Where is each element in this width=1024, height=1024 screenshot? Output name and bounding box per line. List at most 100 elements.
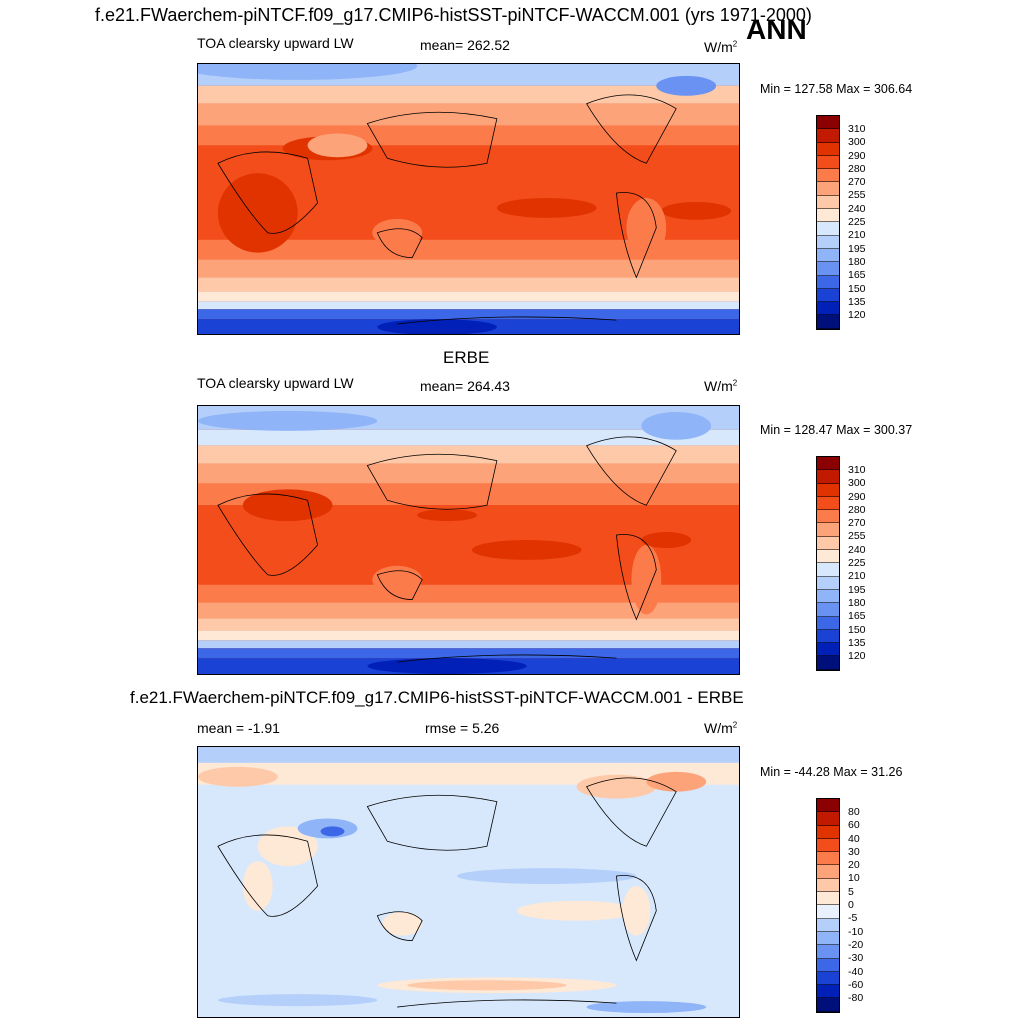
- colorbar-swatch: [817, 878, 839, 893]
- colorbar-tick-label: 255: [848, 530, 866, 543]
- colorbar-tick-label: 310: [848, 464, 866, 476]
- colorbar-swatch: [817, 195, 839, 210]
- panel2-map-canvas: [198, 406, 739, 674]
- colorbar-swatch: [817, 998, 839, 1012]
- colorbar-swatch: [817, 142, 839, 156]
- season-label: ANN: [746, 14, 807, 45]
- panel1-minmax: Min = 127.58 Max = 306.64: [760, 82, 913, 96]
- colorbar-tick-label: -60: [848, 978, 864, 991]
- colorbar-tick-label: 80: [848, 806, 860, 818]
- panel3-mean: mean = -1.91: [197, 720, 280, 736]
- colorbar-swatch: [817, 825, 839, 839]
- panel1-mean: mean= 262.52: [420, 37, 510, 53]
- colorbar-tick-label: 270: [848, 176, 866, 189]
- colorbar-swatch: [817, 576, 839, 590]
- colorbar-tick-label: 225: [848, 557, 866, 570]
- colorbar-tick-label: 270: [848, 517, 866, 530]
- colorbar-swatch: [817, 496, 839, 511]
- colorbar-swatch: [817, 116, 839, 130]
- colorbar-swatch: [817, 483, 839, 497]
- panel2-mean: mean= 264.43: [420, 378, 510, 394]
- colorbar-tick-label: 150: [848, 282, 866, 295]
- colorbar-tick-label: 30: [848, 845, 860, 858]
- colorbar-tick-label: 280: [848, 503, 866, 516]
- colorbar-tick-label: -5: [848, 912, 858, 925]
- panel2-colorbar-ticks: 310 300 290 280 270 255 240 225 210 195 180 165 150 1…: [848, 464, 866, 663]
- panel2-colorbar: [816, 456, 840, 671]
- panel3-rmse: rmse = 5.26: [425, 720, 500, 736]
- colorbar-swatch: [817, 971, 839, 986]
- colorbar-tick-label: -20: [848, 938, 864, 951]
- panel3-minmax: Min = -44.28 Max = 31.26: [760, 765, 903, 779]
- panel1-map-canvas: [198, 64, 739, 334]
- colorbar-swatch: [817, 799, 839, 813]
- panel2-section-title: ERBE: [443, 348, 490, 367]
- colorbar-swatch: [817, 536, 839, 551]
- colorbar-tick-label: 20: [848, 859, 860, 872]
- colorbar-tick-label: -10: [848, 925, 864, 938]
- colorbar-tick-label: 120: [848, 309, 866, 322]
- figure-title: f.e21.FWaerchem-piNTCF.f09_g17.CMIP6-his…: [95, 5, 812, 25]
- panel1-units: W/m2: [704, 39, 738, 55]
- panel1-variable: TOA clearsky upward LW: [197, 35, 354, 51]
- colorbar-swatch: [817, 563, 839, 577]
- panel3-colorbar-ticks: 80 60 40 30 20 10 5 0 -5 -10 -20 -30 -40 -60 -80: [848, 806, 863, 1005]
- panel2-variable: TOA clearsky upward LW: [197, 375, 354, 391]
- colorbar-swatch: [817, 155, 839, 170]
- colorbar-swatch: [817, 852, 839, 866]
- colorbar-swatch: [817, 812, 839, 826]
- colorbar-swatch: [817, 892, 839, 906]
- colorbar-swatch: [817, 865, 839, 879]
- panel1-colorbar: [816, 115, 840, 330]
- panel3-colorbar: [816, 798, 840, 1013]
- colorbar-tick-label: 240: [848, 202, 866, 215]
- colorbar-swatch: [817, 470, 839, 484]
- colorbar-swatch: [817, 589, 839, 604]
- colorbar-swatch: [817, 643, 839, 657]
- colorbar-tick-label: 180: [848, 255, 866, 268]
- colorbar-swatch: [817, 523, 839, 537]
- colorbar-tick-label: 210: [848, 229, 866, 242]
- colorbar-tick-label: 5: [848, 885, 854, 898]
- colorbar-swatch: [817, 905, 839, 919]
- colorbar-swatch: [817, 550, 839, 564]
- colorbar-swatch: [817, 510, 839, 524]
- colorbar-tick-label: -30: [848, 952, 864, 965]
- colorbar-tick-label: 195: [848, 242, 866, 255]
- colorbar-swatch: [817, 288, 839, 303]
- colorbar-tick-label: 165: [848, 269, 866, 282]
- panel2-minmax: Min = 128.47 Max = 300.37: [760, 423, 913, 437]
- colorbar-swatch: [817, 262, 839, 276]
- colorbar-swatch: [817, 838, 839, 853]
- colorbar-swatch: [817, 918, 839, 932]
- panel2-map: [197, 405, 740, 675]
- colorbar-tick-label: 40: [848, 832, 860, 845]
- colorbar-tick-label: 60: [848, 819, 860, 832]
- colorbar-swatch: [817, 616, 839, 630]
- colorbar-swatch: [817, 275, 839, 289]
- colorbar-tick-label: 290: [848, 149, 866, 162]
- colorbar-tick-label: 180: [848, 596, 866, 609]
- colorbar-swatch: [817, 985, 839, 999]
- colorbar-swatch: [817, 222, 839, 236]
- colorbar-tick-label: 135: [848, 295, 866, 308]
- colorbar-swatch: [817, 209, 839, 223]
- panel3-section-title: f.e21.FWaerchem-piNTCF.f09_g17.CMIP6-his…: [130, 688, 744, 707]
- colorbar-swatch: [817, 931, 839, 946]
- colorbar-tick-label: 300: [848, 136, 866, 149]
- colorbar-swatch: [817, 235, 839, 249]
- panel1-colorbar-ticks: 310 300 290 280 270 255 240 225 210 195 180 165 150 1…: [848, 123, 866, 322]
- colorbar-swatch: [817, 315, 839, 329]
- colorbar-tick-label: 195: [848, 583, 866, 596]
- colorbar-tick-label: 240: [848, 543, 866, 556]
- colorbar-swatch: [817, 457, 839, 471]
- colorbar-tick-label: 120: [848, 650, 866, 663]
- panel3-map: [197, 746, 740, 1018]
- panel1-map: [197, 63, 740, 335]
- colorbar-tick-label: 290: [848, 490, 866, 503]
- colorbar-swatch: [817, 129, 839, 143]
- colorbar-swatch: [817, 945, 839, 959]
- panel3-map-canvas: [198, 747, 739, 1017]
- panel2-units: W/m2: [704, 378, 738, 394]
- colorbar-swatch: [817, 958, 839, 972]
